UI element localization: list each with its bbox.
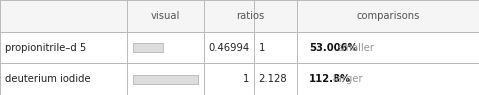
Text: comparisons: comparisons [356, 11, 420, 21]
Bar [0, 63, 479, 95]
Text: visual: visual [150, 11, 180, 21]
Text: smaller: smaller [337, 43, 374, 53]
Text: 112.8%: 112.8% [309, 74, 351, 84]
Text: 53.006%: 53.006% [309, 43, 358, 53]
Bar [0, 0, 479, 32]
Text: 1: 1 [243, 74, 249, 84]
Bar [133, 43, 163, 52]
Text: 1: 1 [259, 43, 265, 53]
Text: ratios: ratios [236, 11, 264, 21]
Text: deuterium iodide: deuterium iodide [5, 74, 91, 84]
Text: 0.46994: 0.46994 [208, 43, 249, 53]
Bar [0, 32, 479, 63]
Bar [133, 75, 198, 84]
Text: 2.128: 2.128 [259, 74, 287, 84]
Text: propionitrile–d 5: propionitrile–d 5 [5, 43, 86, 53]
Text: larger: larger [333, 74, 363, 84]
